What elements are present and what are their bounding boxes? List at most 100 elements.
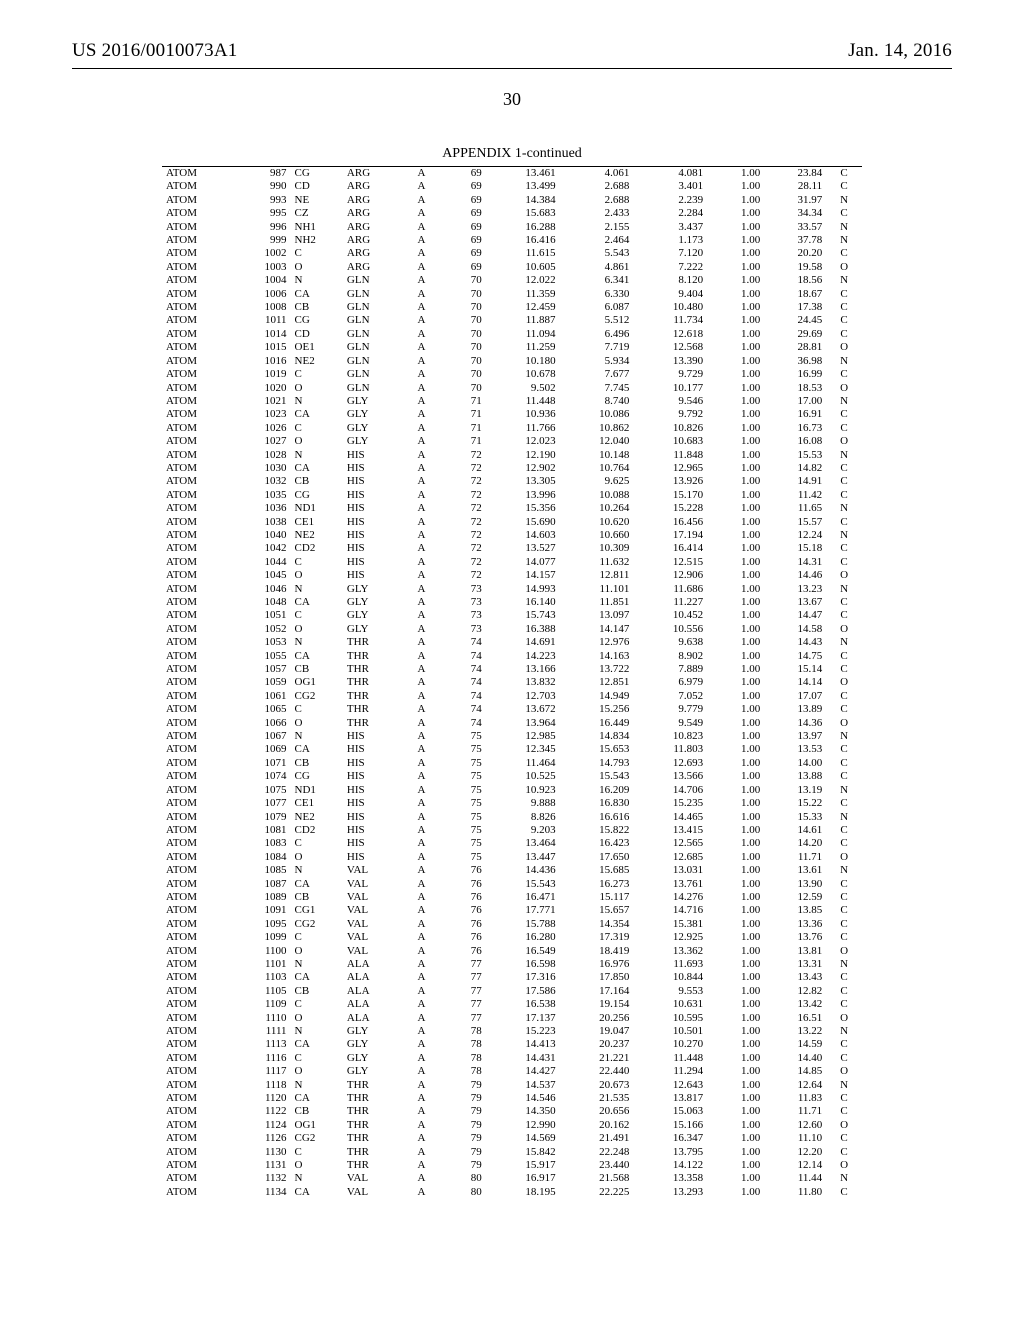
cell: 16.538 bbox=[486, 998, 560, 1011]
cell: 12.703 bbox=[486, 690, 560, 703]
cell: 1044 bbox=[236, 556, 291, 569]
cell: 22.248 bbox=[560, 1146, 634, 1159]
cell: O bbox=[291, 1065, 343, 1078]
cell: C bbox=[826, 328, 862, 341]
cell: 12.990 bbox=[486, 1119, 560, 1132]
table-row: ATOM1051CGLYA7315.74313.09710.4521.0014.… bbox=[162, 609, 862, 622]
cell: 9.203 bbox=[486, 824, 560, 837]
cell: 7.222 bbox=[633, 261, 707, 274]
cell: 1.00 bbox=[707, 784, 764, 797]
cell: 74 bbox=[441, 663, 486, 676]
cell: 1.00 bbox=[707, 1146, 764, 1159]
cell: 1.00 bbox=[707, 958, 764, 971]
cell: ATOM bbox=[162, 234, 236, 247]
cell: ARG bbox=[343, 261, 403, 274]
cell: 71 bbox=[441, 422, 486, 435]
cell: A bbox=[402, 985, 440, 998]
cell: 75 bbox=[441, 824, 486, 837]
cell: 14.85 bbox=[764, 1065, 826, 1078]
cell: 1110 bbox=[236, 1012, 291, 1025]
cell: A bbox=[402, 569, 440, 582]
cell: 13.42 bbox=[764, 998, 826, 1011]
cell: 14.75 bbox=[764, 650, 826, 663]
cell: 1036 bbox=[236, 502, 291, 515]
cell: O bbox=[291, 261, 343, 274]
cell: A bbox=[402, 435, 440, 448]
cell: 1116 bbox=[236, 1052, 291, 1065]
table-row: ATOM1109CALAA7716.53819.15410.6311.0013.… bbox=[162, 998, 862, 1011]
cell: 12.190 bbox=[486, 449, 560, 462]
cell: ATOM bbox=[162, 167, 236, 180]
cell: ATOM bbox=[162, 314, 236, 327]
cell: 12.20 bbox=[764, 1146, 826, 1159]
cell: 28.11 bbox=[764, 180, 826, 193]
cell: A bbox=[402, 931, 440, 944]
cell: 1055 bbox=[236, 650, 291, 663]
cell: A bbox=[402, 1186, 440, 1199]
cell: 75 bbox=[441, 797, 486, 810]
cell: CD bbox=[291, 328, 343, 341]
cell: 73 bbox=[441, 583, 486, 596]
cell: 2.433 bbox=[560, 207, 634, 220]
cell: 1032 bbox=[236, 475, 291, 488]
cell: 9.625 bbox=[560, 475, 634, 488]
cell: 22.440 bbox=[560, 1065, 634, 1078]
table-row: ATOM1131OTHRA7915.91723.44014.1221.0012.… bbox=[162, 1159, 862, 1172]
cell: 1.00 bbox=[707, 891, 764, 904]
cell: 15.166 bbox=[633, 1119, 707, 1132]
cell: 13.305 bbox=[486, 475, 560, 488]
cell: 17.194 bbox=[633, 529, 707, 542]
cell: A bbox=[402, 623, 440, 636]
cell: 10.525 bbox=[486, 770, 560, 783]
cell: 1057 bbox=[236, 663, 291, 676]
cell: HIS bbox=[343, 797, 403, 810]
cell: 7.889 bbox=[633, 663, 707, 676]
cell: A bbox=[402, 274, 440, 287]
cell: 16.91 bbox=[764, 408, 826, 421]
cell: 76 bbox=[441, 891, 486, 904]
cell: C bbox=[291, 931, 343, 944]
cell: 77 bbox=[441, 958, 486, 971]
cell: 14.223 bbox=[486, 650, 560, 663]
cell: O bbox=[826, 435, 862, 448]
cell: 10.180 bbox=[486, 355, 560, 368]
cell: A bbox=[402, 730, 440, 743]
cell: O bbox=[826, 1065, 862, 1078]
cell: 1.00 bbox=[707, 945, 764, 958]
cell: HIS bbox=[343, 757, 403, 770]
cell: 17.650 bbox=[560, 851, 634, 864]
cell: 1066 bbox=[236, 717, 291, 730]
cell: ATOM bbox=[162, 1079, 236, 1092]
cell: 16.99 bbox=[764, 368, 826, 381]
cell: A bbox=[402, 288, 440, 301]
cell: 15.57 bbox=[764, 516, 826, 529]
cell: 1.00 bbox=[707, 542, 764, 555]
cell: 72 bbox=[441, 542, 486, 555]
cell: 1.00 bbox=[707, 837, 764, 850]
cell: C bbox=[826, 489, 862, 502]
cell: 13.358 bbox=[633, 1172, 707, 1185]
cell: 1.00 bbox=[707, 194, 764, 207]
cell: A bbox=[402, 583, 440, 596]
cell: THR bbox=[343, 636, 403, 649]
appendix-table: ATOM987CGARGA6913.4614.0614.0811.0023.84… bbox=[162, 166, 862, 1199]
cell: 16.288 bbox=[486, 221, 560, 234]
cell: C bbox=[826, 904, 862, 917]
table-row: ATOM996NH1ARGA6916.2882.1553.4371.0033.5… bbox=[162, 221, 862, 234]
cell: ATOM bbox=[162, 770, 236, 783]
cell: 13.447 bbox=[486, 851, 560, 864]
cell: 69 bbox=[441, 167, 486, 180]
cell: GLN bbox=[343, 301, 403, 314]
cell: 75 bbox=[441, 784, 486, 797]
cell: 74 bbox=[441, 650, 486, 663]
cell: 16.917 bbox=[486, 1172, 560, 1185]
cell: 77 bbox=[441, 985, 486, 998]
cell: 70 bbox=[441, 368, 486, 381]
cell: 13.761 bbox=[633, 878, 707, 891]
cell: VAL bbox=[343, 864, 403, 877]
table-row: ATOM1066OTHRA7413.96416.4499.5491.0014.3… bbox=[162, 717, 862, 730]
cell: CG2 bbox=[291, 918, 343, 931]
cell: ATOM bbox=[162, 395, 236, 408]
cell: N bbox=[291, 636, 343, 649]
cell: N bbox=[291, 1172, 343, 1185]
